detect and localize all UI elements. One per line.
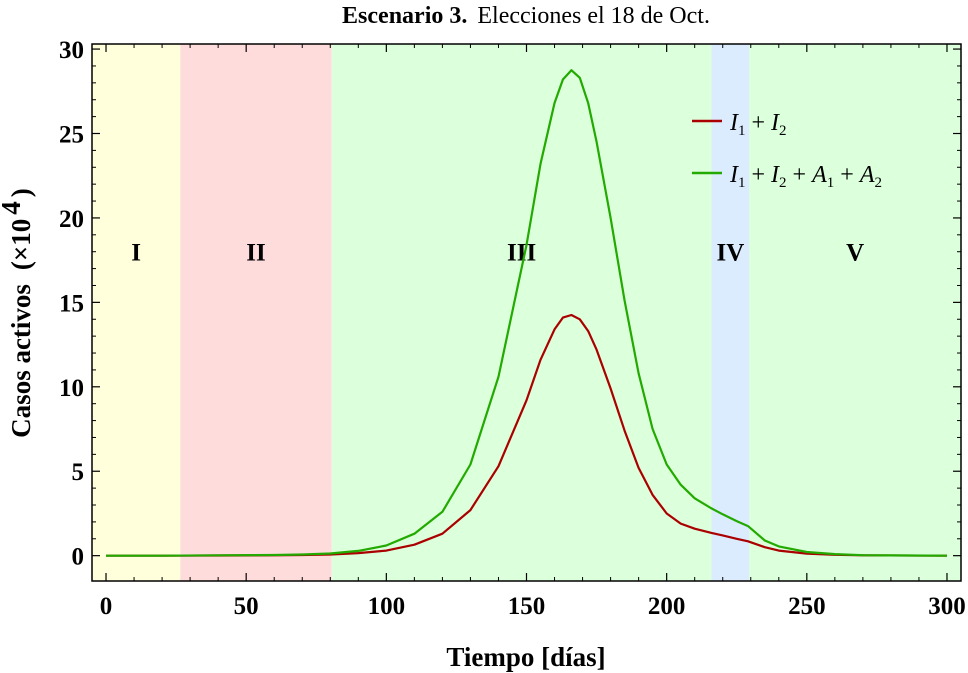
chart-title-bold: Escenario 3.	[342, 3, 467, 29]
x-axis-title: Tiempo [días]	[446, 642, 605, 672]
region-3-band	[331, 44, 712, 581]
y-axis-unit-close: )	[6, 188, 36, 197]
legend-label-series-1: I1 + I2	[729, 110, 787, 139]
x-tick-label: 300	[928, 593, 966, 620]
y-tick-label: 30	[59, 37, 84, 64]
y-tick-label: 15	[59, 290, 84, 317]
series-1-line	[106, 313, 948, 557]
x-tick-label: 250	[788, 593, 826, 620]
x-tick-label: 0	[100, 593, 113, 620]
region-4-band	[711, 44, 750, 581]
x-tick-label: 200	[648, 593, 686, 620]
region-5-band	[749, 44, 961, 581]
y-tick-label: 20	[59, 206, 84, 233]
x-tick-label: 100	[368, 593, 406, 620]
region-2-band	[180, 44, 332, 581]
y-tick-label: 5	[72, 459, 85, 486]
y-axis-title-main: Casos activos	[6, 284, 36, 438]
phase-regions	[92, 44, 961, 581]
region-1-label: I	[131, 240, 141, 267]
y-tick-label: 25	[59, 122, 84, 149]
chart-title: Escenario 3. Elecciones el 18 de Oct.	[342, 3, 710, 29]
region-1-band	[92, 44, 181, 581]
y-axis-title: Casos activos (×10 4 )	[0, 188, 36, 438]
series-2-line	[106, 69, 948, 557]
region-2-label: II	[246, 240, 265, 267]
y-tick-label: 10	[59, 375, 84, 402]
x-tick-label: 50	[234, 593, 259, 620]
phase-region-labels: I II III IV V	[131, 240, 864, 267]
region-5-label: V	[846, 240, 864, 267]
axis-ticks: 0 50 100 150 200 250 300 0 5 10 15 20 25 30	[59, 37, 966, 620]
y-axis-unit: (×10	[6, 219, 36, 270]
region-4-label: IV	[717, 240, 745, 267]
y-tick-label: 0	[72, 544, 85, 571]
x-tick-label: 150	[508, 593, 546, 620]
y-axis-unit-exponent: 4	[0, 201, 26, 215]
series-lines	[106, 69, 948, 557]
legend-label-series-2: I1 + I2 + A1 + A2	[729, 162, 882, 191]
region-3-label: III	[507, 240, 536, 267]
chart-title-rest: Elecciones el 18 de Oct.	[477, 3, 710, 29]
